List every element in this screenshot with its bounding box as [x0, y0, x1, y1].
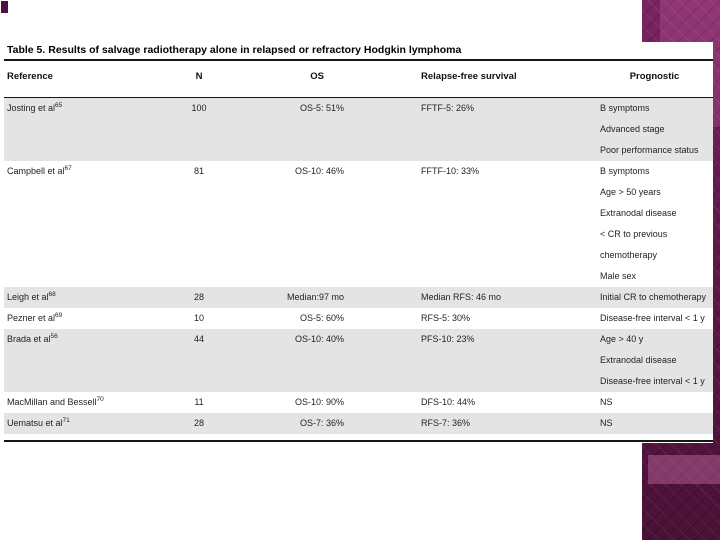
cell-prognostic: Age > 40 y Extranodal disease Disease-free… [596, 329, 713, 392]
column-header-prognostic: Prognostic [629, 71, 680, 82]
prognostic-line: Poor performance status [600, 145, 699, 155]
cell-n: 11 [194, 397, 204, 407]
reference-superscript: 69 [55, 312, 63, 319]
cell-relapse-free-survival: PFS-10: 23% [421, 334, 475, 344]
cell-n: 28 [193, 292, 204, 302]
reference-superscript: 67 [64, 165, 72, 172]
table-row: Uematsu et al71 28 OS-7: 36% RFS-7: 36% NS [4, 413, 713, 434]
prognostic-line: Age > 50 years [600, 187, 661, 197]
cell-os: OS-5: 51% [299, 103, 344, 113]
column-header-rfs: Relapse-free survival [421, 71, 517, 82]
cell-os: OS-10: 40% [294, 334, 344, 344]
column-header-reference: Reference [7, 71, 53, 82]
cell-prognostic: Initial CR to chemotherapy [596, 287, 713, 308]
cell-prognostic: B symptoms Age > 50 years Extranodal disea… [596, 161, 713, 287]
cell-reference: Pezner et al69 [7, 312, 63, 323]
prognostic-line: Advanced stage [600, 124, 665, 134]
prognostic-line: NS [600, 397, 613, 407]
table-body: Josting et al65 100 OS-5: 51% FFTF-5: 26% B … [4, 98, 713, 434]
table-panel: Table 5. Results of salvage radiotherapy… [4, 42, 713, 443]
cell-prognostic: Disease-free interval < 1 y [596, 308, 713, 329]
prognostic-line: NS [600, 418, 613, 428]
prognostic-line: < CR to previous [600, 229, 668, 239]
cell-reference: Josting et al65 [7, 102, 63, 113]
reference-superscript: 65 [55, 102, 63, 109]
table-row: Leigh et al68 28 Median:97 mo Median RFS: 4… [4, 287, 713, 308]
reference-superscript: 70 [96, 396, 104, 403]
cell-os: OS-5: 60% [299, 313, 344, 323]
reference-superscript: 56 [50, 333, 58, 340]
cell-relapse-free-survival: FFTF-10: 33% [421, 166, 480, 176]
reference-superscript: 71 [62, 417, 70, 424]
prognostic-line: Extranodal disease [600, 208, 677, 218]
slide-accent-light-band [648, 455, 720, 484]
cell-n: 28 [193, 418, 204, 428]
table-row: Brada et al56 44 OS-10: 40% PFS-10: 23% Age … [4, 329, 713, 392]
prognostic-line: chemotherapy [600, 250, 658, 260]
cell-relapse-free-survival: RFS-7: 36% [421, 418, 471, 428]
prognostic-line: Extranodal disease [600, 355, 677, 365]
cell-os: OS-10: 90% [294, 397, 344, 407]
cell-os: OS-10: 46% [294, 166, 344, 176]
prognostic-line: B symptoms [600, 103, 650, 113]
cell-relapse-free-survival: RFS-5: 30% [421, 313, 471, 323]
cell-n: 10 [193, 313, 204, 323]
column-header-os: OS [310, 71, 324, 82]
cell-reference: Campbell et al67 [7, 165, 72, 176]
cell-n: 44 [193, 334, 204, 344]
table-top-rule [4, 59, 713, 61]
table-title: Table 5. Results of salvage radiotherapy… [7, 44, 462, 56]
cell-n: 81 [193, 166, 204, 176]
table-row: Campbell et al67 81 OS-10: 46% FFTF-10: 33%… [4, 161, 713, 287]
cell-reference: Brada et al56 [7, 333, 58, 344]
cell-prognostic: NS [596, 392, 713, 413]
cell-reference: Leigh et al68 [7, 291, 56, 302]
prognostic-line: B symptoms [600, 166, 650, 176]
reference-superscript: 68 [48, 291, 56, 298]
prognostic-line: Disease-free interval < 1 y [600, 376, 705, 386]
cell-reference: MacMillan and Bessell70 [7, 396, 104, 407]
table-bottom-rule [4, 434, 713, 442]
table-header-row: Reference N OS Relapse-free survival Prognos… [4, 61, 713, 98]
cell-relapse-free-survival: Median RFS: 46 mo [421, 292, 502, 302]
prognostic-line: Initial CR to chemotherapy [600, 292, 707, 302]
table-row: MacMillan and Bessell70 11 OS-10: 90% DFS-1… [4, 392, 713, 413]
prognostic-line: Disease-free interval < 1 y [600, 313, 705, 323]
cell-relapse-free-survival: FFTF-5: 26% [421, 103, 475, 113]
table-row: Josting et al65 100 OS-5: 51% FFTF-5: 26% B … [4, 98, 713, 161]
table-row: Pezner et al69 10 OS-5: 60% RFS-5: 30% Disea… [4, 308, 713, 329]
cell-relapse-free-survival: DFS-10: 44% [421, 397, 476, 407]
cell-os: OS-7: 36% [299, 418, 344, 428]
cell-reference: Uematsu et al71 [7, 417, 70, 428]
cell-n: 100 [191, 103, 207, 113]
slide-corner-mark [1, 1, 8, 13]
cell-prognostic: NS [596, 413, 713, 434]
cell-prognostic: B symptoms Advanced stage Poor performance… [596, 98, 713, 161]
prognostic-line: Age > 40 y [600, 334, 644, 344]
column-header-n: N [195, 71, 203, 82]
prognostic-line: Male sex [600, 271, 637, 281]
cell-os: Median:97 mo [286, 292, 344, 302]
